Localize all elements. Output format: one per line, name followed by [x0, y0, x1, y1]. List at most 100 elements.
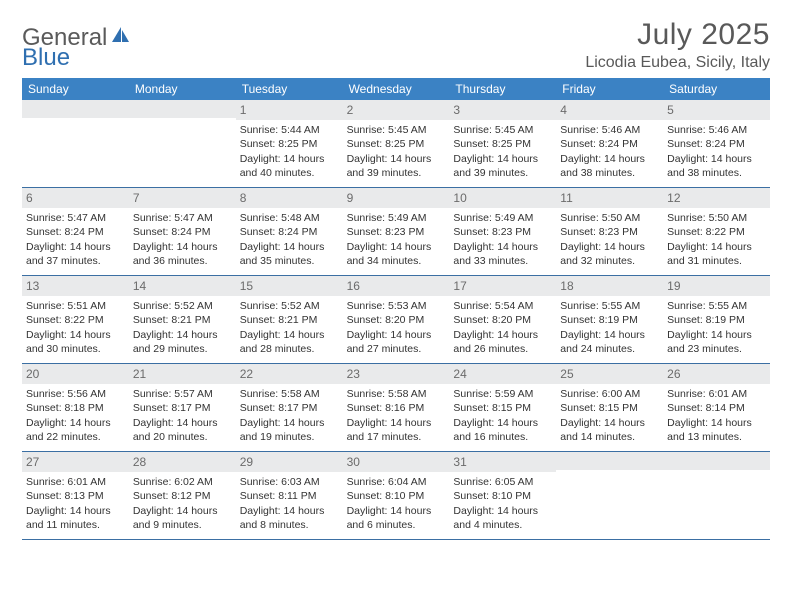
daynum-bar: 31	[449, 452, 556, 472]
weekday-label: Thursday	[449, 78, 556, 100]
sunset-line: Sunset: 8:25 PM	[347, 137, 446, 151]
sunset-line: Sunset: 8:19 PM	[560, 313, 659, 327]
sunset-line: Sunset: 8:15 PM	[453, 401, 552, 415]
calendar-cell-empty	[556, 452, 663, 540]
sunset-line: Sunset: 8:11 PM	[240, 489, 339, 503]
sunset-line: Sunset: 8:10 PM	[347, 489, 446, 503]
calendar-cell-empty	[22, 100, 129, 188]
daylight-line: Daylight: 14 hours and 27 minutes.	[347, 328, 446, 356]
daynum-bar: 1	[236, 100, 343, 120]
sunrise-line: Sunrise: 5:58 AM	[240, 387, 339, 401]
daynum-bar: 20	[22, 364, 129, 384]
calendar-cell: 11Sunrise: 5:50 AMSunset: 8:23 PMDayligh…	[556, 188, 663, 276]
daylight-line: Daylight: 14 hours and 17 minutes.	[347, 416, 446, 444]
sunrise-line: Sunrise: 5:51 AM	[26, 299, 125, 313]
daylight-line: Daylight: 14 hours and 39 minutes.	[453, 152, 552, 180]
sunrise-line: Sunrise: 5:52 AM	[240, 299, 339, 313]
sunset-line: Sunset: 8:23 PM	[453, 225, 552, 239]
calendar-cell: 21Sunrise: 5:57 AMSunset: 8:17 PMDayligh…	[129, 364, 236, 452]
daynum-bar: 8	[236, 188, 343, 208]
daylight-line: Daylight: 14 hours and 35 minutes.	[240, 240, 339, 268]
title-block: July 2025 Licodia Eubea, Sicily, Italy	[585, 18, 770, 72]
sunrise-line: Sunrise: 5:54 AM	[453, 299, 552, 313]
daylight-line: Daylight: 14 hours and 6 minutes.	[347, 504, 446, 532]
sunset-line: Sunset: 8:23 PM	[560, 225, 659, 239]
sunset-line: Sunset: 8:24 PM	[560, 137, 659, 151]
daylight-line: Daylight: 14 hours and 23 minutes.	[667, 328, 766, 356]
calendar-cell: 7Sunrise: 5:47 AMSunset: 8:24 PMDaylight…	[129, 188, 236, 276]
sunrise-line: Sunrise: 5:50 AM	[667, 211, 766, 225]
daylight-line: Daylight: 14 hours and 22 minutes.	[26, 416, 125, 444]
daylight-line: Daylight: 14 hours and 32 minutes.	[560, 240, 659, 268]
sunset-line: Sunset: 8:25 PM	[453, 137, 552, 151]
header: General July 2025 Licodia Eubea, Sicily,…	[22, 18, 770, 72]
weekday-label: Sunday	[22, 78, 129, 100]
sunrise-line: Sunrise: 5:52 AM	[133, 299, 232, 313]
daynum-bar: 15	[236, 276, 343, 296]
sunset-line: Sunset: 8:17 PM	[133, 401, 232, 415]
sunset-line: Sunset: 8:25 PM	[240, 137, 339, 151]
calendar-cell: 8 Sunrise: 5:48 AMSunset: 8:24 PMDaylight…	[236, 188, 343, 276]
daynum-bar-empty	[22, 100, 129, 118]
daynum-bar: 5	[663, 100, 770, 120]
daynum-bar: 16	[343, 276, 450, 296]
sunrise-line: Sunrise: 5:50 AM	[560, 211, 659, 225]
daylight-line: Daylight: 14 hours and 20 minutes.	[133, 416, 232, 444]
calendar-cell-empty	[663, 452, 770, 540]
calendar-cell: 13Sunrise: 5:51 AMSunset: 8:22 PMDayligh…	[22, 276, 129, 364]
daylight-line: Daylight: 14 hours and 19 minutes.	[240, 416, 339, 444]
weekday-label: Monday	[129, 78, 236, 100]
calendar-cell: 17Sunrise: 5:54 AMSunset: 8:20 PMDayligh…	[449, 276, 556, 364]
sunrise-line: Sunrise: 5:59 AM	[453, 387, 552, 401]
sunset-line: Sunset: 8:21 PM	[133, 313, 232, 327]
sunset-line: Sunset: 8:21 PM	[240, 313, 339, 327]
weekday-header: SundayMondayTuesdayWednesdayThursdayFrid…	[22, 78, 770, 100]
weekday-label: Wednesday	[343, 78, 450, 100]
daynum-bar: 27	[22, 452, 129, 472]
sunrise-line: Sunrise: 5:53 AM	[347, 299, 446, 313]
calendar-page: General July 2025 Licodia Eubea, Sicily,…	[0, 0, 792, 550]
sunrise-line: Sunrise: 5:49 AM	[453, 211, 552, 225]
sunrise-line: Sunrise: 5:47 AM	[133, 211, 232, 225]
sunrise-line: Sunrise: 6:04 AM	[347, 475, 446, 489]
daynum-bar: 28	[129, 452, 236, 472]
daynum-bar: 24	[449, 364, 556, 384]
daylight-line: Daylight: 14 hours and 8 minutes.	[240, 504, 339, 532]
sunrise-line: Sunrise: 5:46 AM	[560, 123, 659, 137]
calendar-cell: 2Sunrise: 5:45 AMSunset: 8:25 PMDaylight…	[343, 100, 450, 188]
calendar-cell: 22Sunrise: 5:58 AMSunset: 8:17 PMDayligh…	[236, 364, 343, 452]
daynum-bar-empty	[556, 452, 663, 470]
brand-part2: Blue	[22, 44, 70, 72]
sunset-line: Sunset: 8:15 PM	[560, 401, 659, 415]
daylight-line: Daylight: 14 hours and 36 minutes.	[133, 240, 232, 268]
daynum-bar: 14	[129, 276, 236, 296]
sunrise-line: Sunrise: 5:55 AM	[667, 299, 766, 313]
daynum-bar: 13	[22, 276, 129, 296]
sunrise-line: Sunrise: 6:02 AM	[133, 475, 232, 489]
daynum-bar: 19	[663, 276, 770, 296]
daynum-bar: 4	[556, 100, 663, 120]
sunrise-line: Sunrise: 5:48 AM	[240, 211, 339, 225]
daylight-line: Daylight: 14 hours and 14 minutes.	[560, 416, 659, 444]
sunset-line: Sunset: 8:24 PM	[240, 225, 339, 239]
sail-icon	[109, 24, 131, 52]
daylight-line: Daylight: 14 hours and 28 minutes.	[240, 328, 339, 356]
sunset-line: Sunset: 8:24 PM	[667, 137, 766, 151]
calendar-cell-empty	[129, 100, 236, 188]
sunset-line: Sunset: 8:22 PM	[26, 313, 125, 327]
sunrise-line: Sunrise: 5:58 AM	[347, 387, 446, 401]
daynum-bar: 10	[449, 188, 556, 208]
daylight-line: Daylight: 14 hours and 40 minutes.	[240, 152, 339, 180]
sunrise-line: Sunrise: 6:01 AM	[26, 475, 125, 489]
weekday-label: Saturday	[663, 78, 770, 100]
calendar-cell: 25Sunrise: 6:00 AMSunset: 8:15 PMDayligh…	[556, 364, 663, 452]
sunrise-line: Sunrise: 5:45 AM	[453, 123, 552, 137]
month-title: July 2025	[585, 18, 770, 52]
sunset-line: Sunset: 8:24 PM	[26, 225, 125, 239]
calendar-cell: 27Sunrise: 6:01 AMSunset: 8:13 PMDayligh…	[22, 452, 129, 540]
calendar-cell: 26Sunrise: 6:01 AMSunset: 8:14 PMDayligh…	[663, 364, 770, 452]
calendar-cell: 19Sunrise: 5:55 AMSunset: 8:19 PMDayligh…	[663, 276, 770, 364]
daylight-line: Daylight: 14 hours and 16 minutes.	[453, 416, 552, 444]
sunrise-line: Sunrise: 5:55 AM	[560, 299, 659, 313]
calendar-grid: 1Sunrise: 5:44 AMSunset: 8:25 PMDaylight…	[22, 100, 770, 540]
